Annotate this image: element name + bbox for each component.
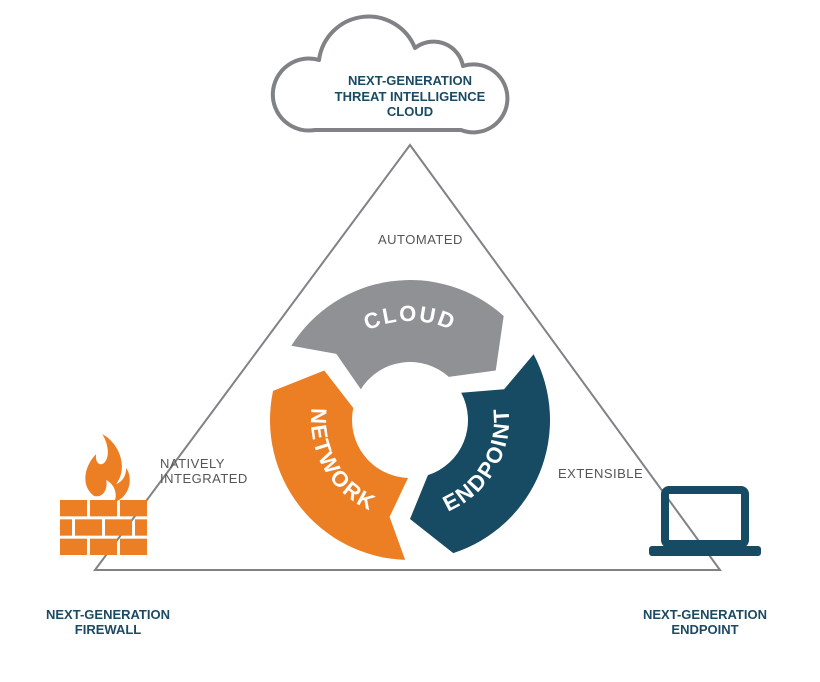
- edge-label-text: INTEGRATED: [160, 471, 248, 486]
- cloud-label-line1: NEXT-GENERATION: [348, 73, 472, 88]
- donut-hole: [353, 363, 467, 477]
- endpoint-label: NEXT-GENERATION ENDPOINT: [630, 608, 780, 638]
- diagram-stage: CLOUDENDPOINTNETWORK NEXT-GENERATION THR…: [0, 0, 820, 682]
- cloud-label-line2: THREAT INTELLIGENCE: [335, 89, 486, 104]
- edge-label-natively-integrated: NATIVELY INTEGRATED: [160, 456, 248, 486]
- edge-label-text: AUTOMATED: [378, 232, 463, 247]
- firewall-label-line1: NEXT-GENERATION: [46, 607, 170, 622]
- edge-label-automated: AUTOMATED: [378, 232, 463, 247]
- firewall-icon: [60, 434, 147, 555]
- endpoint-label-line1: NEXT-GENERATION: [643, 607, 767, 622]
- cloud-label: NEXT-GENERATION THREAT INTELLIGENCE CLOU…: [320, 73, 500, 120]
- endpoint-label-line2: ENDPOINT: [671, 622, 738, 637]
- edge-label-text: NATIVELY: [160, 456, 225, 471]
- laptop-icon: [649, 490, 761, 556]
- cloud-label-line3: CLOUD: [387, 104, 433, 119]
- firewall-label-line2: FIREWALL: [75, 622, 141, 637]
- edge-label-extensible: EXTENSIBLE: [558, 466, 643, 481]
- edge-label-text: EXTENSIBLE: [558, 466, 643, 481]
- firewall-label: NEXT-GENERATION FIREWALL: [38, 608, 178, 638]
